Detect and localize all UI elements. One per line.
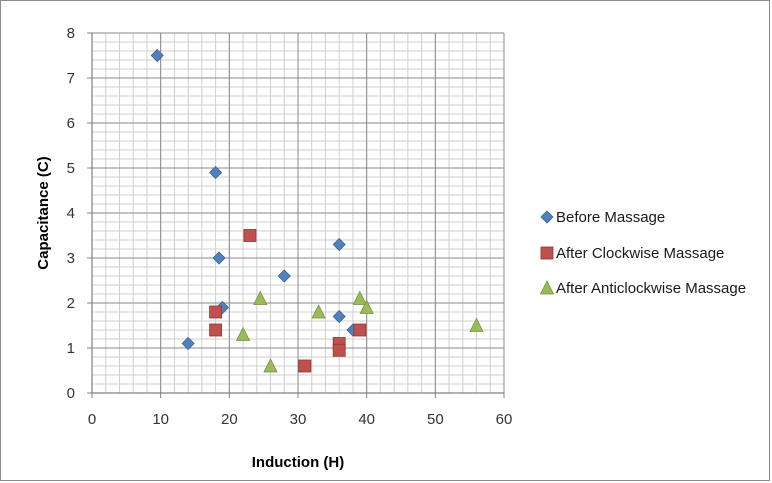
data-point [209, 165, 223, 180]
legend-marker-triangle [539, 280, 555, 295]
data-point [332, 309, 346, 324]
data-points [150, 48, 484, 373]
legend-item-clockwise: After Clockwise Massage [540, 245, 724, 262]
data-point [150, 48, 164, 63]
legend-label: After Clockwise Massage [556, 245, 724, 262]
legend-marker-diamond [540, 210, 554, 224]
data-point [353, 323, 367, 337]
x-tick-label: 60 [496, 411, 513, 428]
data-point [235, 326, 251, 341]
y-tick-label: 4 [67, 205, 75, 222]
legend-marker-square [540, 246, 554, 260]
series-diamond [150, 48, 360, 351]
y-axis-title: Capacitance (C) [35, 156, 52, 269]
data-point [352, 290, 367, 305]
legend-label: Before Massage [556, 209, 665, 226]
legend-label: After Anticlockwise Massage [556, 280, 746, 297]
y-tick-label: 1 [67, 340, 75, 357]
x-tick-label: 30 [290, 411, 307, 428]
data-point [212, 251, 226, 265]
legend-marker [540, 246, 554, 260]
x-axis-title: Induction (H) [252, 454, 344, 471]
y-tick-label: 5 [67, 160, 75, 177]
legend-item-anticlockwise: After Anticlockwise Massage [539, 280, 746, 297]
x-tick-label: 0 [88, 411, 96, 428]
data-point [332, 343, 346, 357]
y-tick-label: 7 [67, 70, 75, 87]
data-point [277, 269, 291, 283]
legend-item-before: Before Massage [540, 209, 665, 226]
series-triangle [235, 290, 484, 373]
gridlines [91, 32, 505, 394]
data-point [209, 323, 223, 337]
data-point [263, 358, 278, 373]
x-tick-label: 50 [427, 411, 444, 428]
tick-labels: 0 10 20 30 40 50 60 0 1 2 3 4 5 6 7 8 [67, 25, 513, 428]
data-point [311, 304, 326, 319]
y-tick-label: 3 [67, 250, 75, 267]
x-tick-label: 20 [221, 411, 238, 428]
y-tick-label: 0 [67, 385, 75, 402]
x-tick-label: 10 [152, 411, 169, 428]
data-point [359, 299, 374, 314]
y-tick-label: 2 [67, 295, 75, 312]
x-tick-label: 40 [358, 411, 375, 428]
series-square [209, 229, 367, 373]
data-point [243, 229, 257, 242]
data-point [209, 305, 223, 319]
y-tick-label: 8 [67, 25, 75, 42]
data-point [181, 336, 195, 351]
data-point [332, 237, 346, 252]
y-tick-label: 6 [67, 115, 75, 132]
data-point [469, 317, 484, 332]
legend: Before Massage After Clockwise Massage A… [539, 209, 746, 297]
axes [87, 32, 505, 398]
data-point [253, 290, 268, 305]
data-point [298, 359, 312, 373]
legend-marker [539, 280, 555, 295]
legend-marker [540, 210, 554, 224]
